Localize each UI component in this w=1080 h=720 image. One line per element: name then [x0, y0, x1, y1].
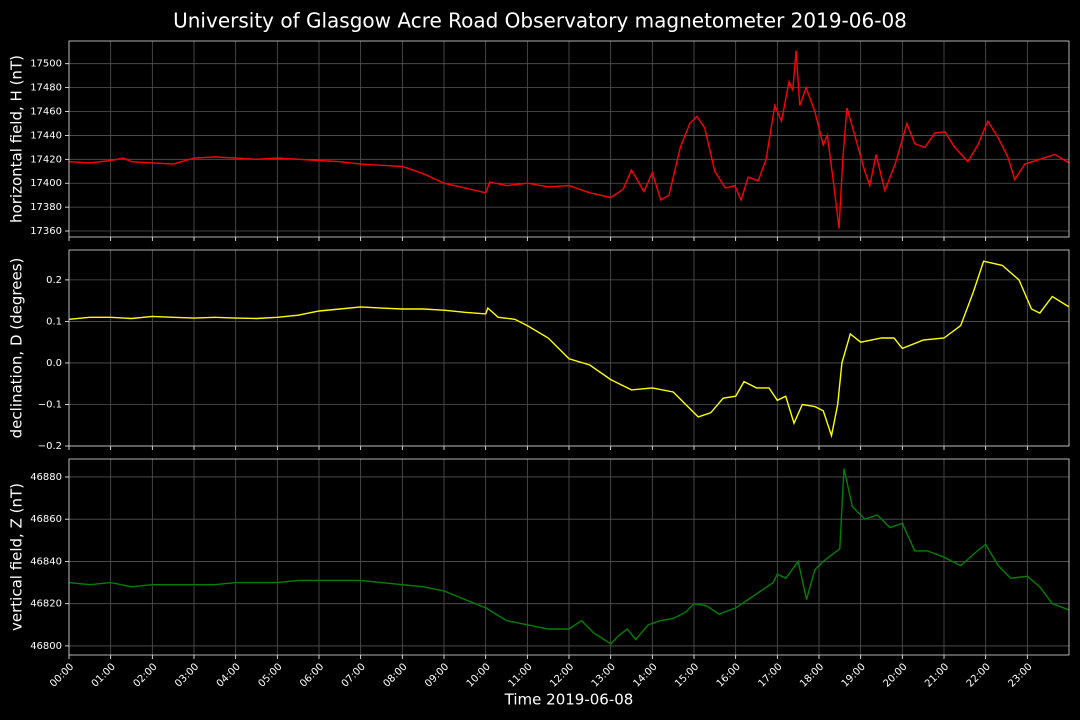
x-tick-label: 13:00	[590, 661, 618, 689]
x-tick-label: 18:00	[798, 661, 826, 689]
x-tick-label: 15:00	[673, 661, 701, 689]
x-tick-label: 03:00	[173, 661, 201, 689]
y-tick-label: −0.2	[38, 441, 62, 452]
y-tick-label: 17460	[30, 107, 62, 118]
x-tick-label: 23:00	[1006, 661, 1034, 689]
x-tick-label: 14:00	[631, 661, 659, 689]
x-tick-label: 02:00	[131, 661, 159, 689]
y-tick-label: 0.0	[46, 358, 62, 369]
data-line	[68, 260, 1070, 439]
x-tick-label: 16:00	[715, 661, 743, 689]
x-tick-label: 11:00	[506, 661, 534, 689]
y-tick-label: 0.2	[46, 275, 62, 286]
axes-frame	[68, 458, 1070, 656]
y-tick-label: 17440	[30, 130, 62, 141]
x-tick-label: 00:00	[48, 661, 76, 689]
x-tick-label: 04:00	[215, 661, 243, 689]
axes-frame	[68, 40, 1070, 238]
y-tick-label: 17360	[30, 226, 62, 237]
x-tick-label: 05:00	[256, 661, 284, 689]
x-tick-label: 17:00	[756, 661, 784, 689]
chart-title: University of Glasgow Acre Road Observat…	[173, 9, 907, 33]
x-tick-label: 21:00	[923, 661, 951, 689]
x-tick-label: 22:00	[965, 661, 993, 689]
x-tick-label: 01:00	[90, 661, 118, 689]
data-line	[68, 468, 1070, 645]
x-tick-label: 10:00	[465, 661, 493, 689]
x-tick-label: 06:00	[298, 661, 326, 689]
x-axis-label: Time 2019-06-08	[504, 691, 634, 709]
y-tick-label: 17500	[30, 59, 62, 70]
data-line	[68, 50, 1070, 229]
x-tick-label: 09:00	[423, 661, 451, 689]
y-tick-label: 46800	[30, 641, 62, 652]
x-tick-label: 08:00	[381, 661, 409, 689]
y-tick-label: 17400	[30, 178, 62, 189]
axes-frame	[68, 249, 1070, 447]
y-tick-label: 46820	[30, 599, 62, 610]
y-axis-label: declination, D (degrees)	[8, 258, 26, 439]
y-tick-label: 46860	[30, 514, 62, 525]
x-tick-label: 20:00	[881, 661, 909, 689]
y-axis-label: horizontal field, H (nT)	[8, 55, 26, 223]
x-tick-label: 12:00	[548, 661, 576, 689]
y-tick-label: 17420	[30, 154, 62, 165]
y-tick-label: 17480	[30, 83, 62, 94]
x-tick-label: 07:00	[340, 661, 368, 689]
y-tick-label: 0.1	[46, 316, 62, 327]
y-tick-label: 46840	[30, 556, 62, 567]
y-tick-label: −0.1	[38, 399, 62, 410]
y-axis-label: vertical field, Z (nT)	[8, 483, 26, 631]
y-tick-label: 17380	[30, 202, 62, 213]
x-tick-label: 19:00	[840, 661, 868, 689]
y-tick-label: 46880	[30, 472, 62, 483]
